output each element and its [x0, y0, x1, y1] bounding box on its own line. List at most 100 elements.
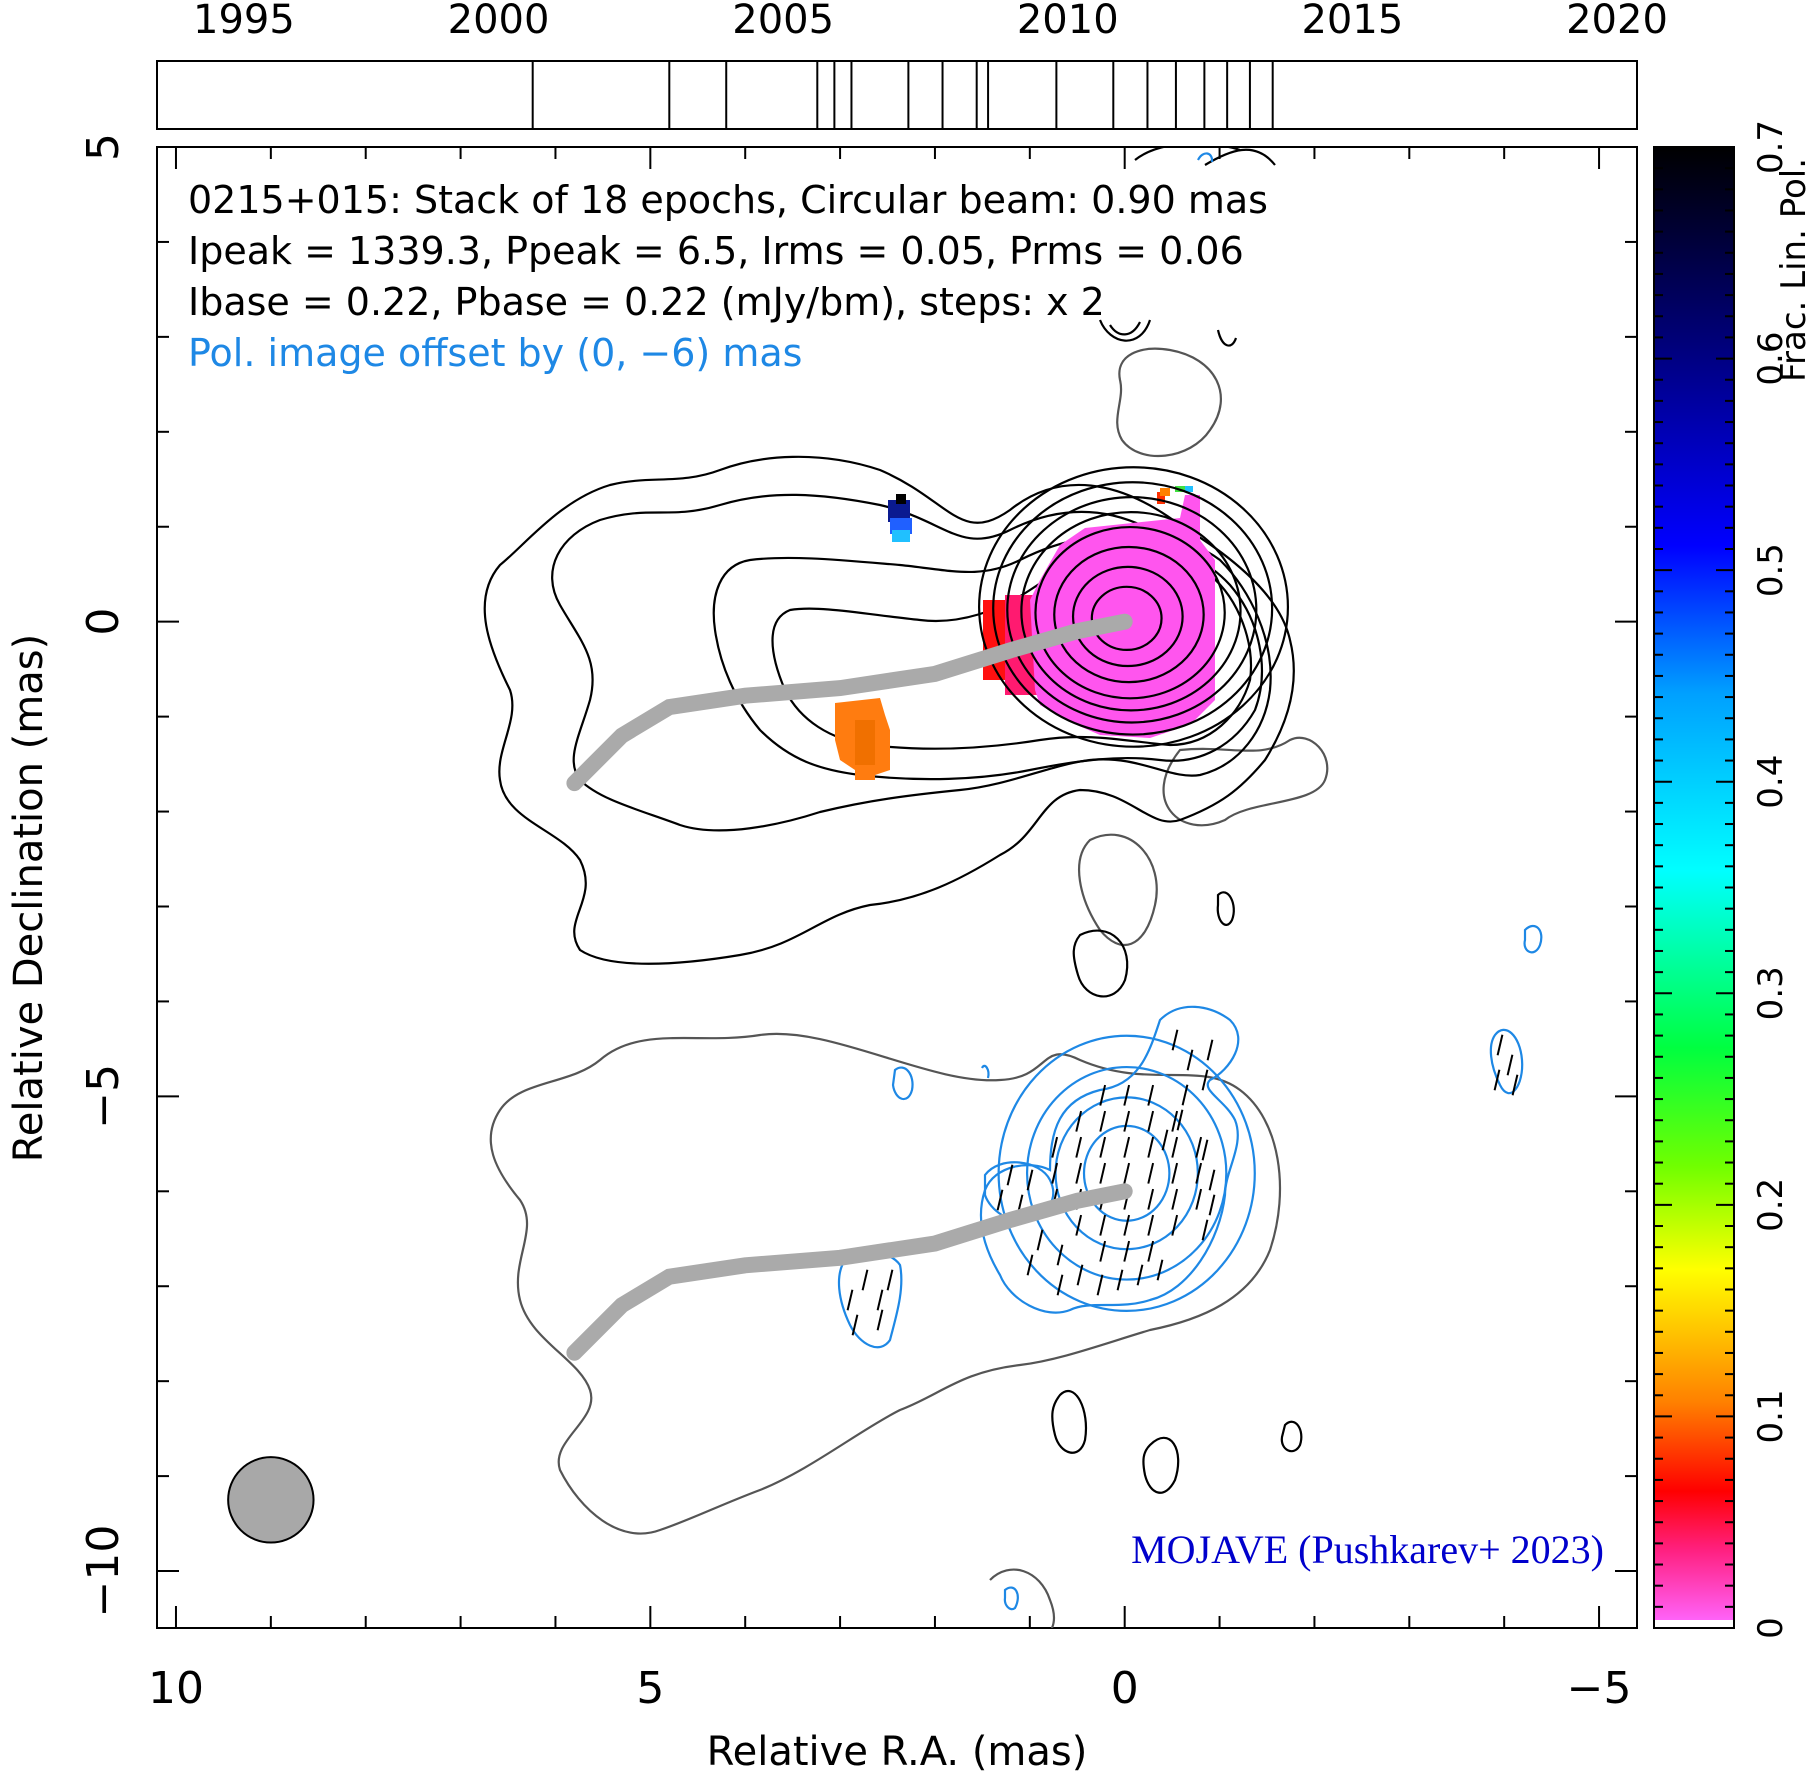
epoch-timeline: 1995 2000 2005 2010 2015 2020 [156, 0, 1668, 130]
evpa-stick [1123, 1240, 1131, 1262]
evpa-stick [886, 1269, 894, 1291]
contour-small-oval [1216, 891, 1235, 926]
header-line-1: 0215+015: Stack of 18 epochs, Circular b… [188, 178, 1268, 222]
contour-beam-blob-1 [1051, 1389, 1088, 1454]
contour-level-1 [483, 455, 1295, 965]
evpa-stick [1201, 1139, 1209, 1161]
y-axis-label: Relative Declination (mas) [6, 634, 52, 1162]
evpa-stick [1208, 1194, 1216, 1216]
header-line-2: Ipeak = 1339.3, Ppeak = 6.5, Irms = 0.05… [188, 229, 1244, 273]
evpa-stick [876, 1309, 884, 1331]
evpa-stick [1099, 1162, 1107, 1184]
evpa-stick [1026, 1169, 1034, 1191]
evpa-stick [1171, 1188, 1179, 1210]
pol-contour-top-edge [1197, 152, 1214, 163]
core-contour-ring [1053, 545, 1205, 684]
evpa-stick [1171, 1136, 1179, 1158]
evpa-stick [1181, 1084, 1189, 1106]
contour-top-hook [1216, 329, 1238, 347]
evpa-stick [1123, 1110, 1131, 1132]
evpa-stick [1147, 1162, 1155, 1184]
colorbar-ramp [1654, 147, 1734, 1624]
evpa-stick [1195, 1188, 1203, 1210]
pol-contour-outer [979, 1005, 1240, 1314]
evpa-stick [1156, 1259, 1164, 1281]
evpa-stick [1123, 1136, 1131, 1158]
evpa-stick [1195, 1136, 1203, 1158]
x-tick-label: −5 [1567, 1663, 1632, 1714]
header-line-3: Ibase = 0.22, Pbase = 0.22 (mJy/bm), ste… [188, 280, 1105, 324]
timeline-year-label: 2015 [1301, 0, 1403, 43]
evpa-stick [1171, 1162, 1179, 1184]
evpa-stick [1123, 1214, 1131, 1236]
evpa-sticks [846, 1029, 1519, 1336]
fracpol-edge-red [1157, 492, 1165, 504]
evpa-stick [1056, 1244, 1064, 1266]
evpa-stick [996, 1189, 1004, 1211]
evpa-stick [1147, 1188, 1155, 1210]
evpa-stick [1195, 1162, 1203, 1184]
evpa-stick [1147, 1110, 1155, 1132]
total-intensity-contours [483, 455, 1295, 965]
contour-beam-blob-2 [1142, 1436, 1180, 1494]
timeline-year-label: 2005 [732, 0, 834, 43]
outer-gray-contours [489, 347, 1329, 1628]
timeline-year-label: 2000 [448, 0, 550, 43]
polarization-contours [837, 152, 1543, 1611]
evpa-stick [1147, 1136, 1155, 1158]
contour-top-edge-2 [1204, 148, 1276, 166]
pol-contour-tiny-1 [891, 1066, 914, 1101]
core-contour-ring [1034, 525, 1226, 700]
pol-contour-tiny-2 [981, 1064, 990, 1079]
evpa-stick [1096, 1274, 1104, 1296]
evpa-stick [1176, 1109, 1184, 1131]
evpa-stick [1123, 1084, 1131, 1106]
pol-contour-ring [997, 1034, 1256, 1312]
y-tick-label: −10 [78, 1525, 129, 1618]
evpa-stick [1511, 1074, 1519, 1096]
evpa-stick [861, 1269, 869, 1291]
contour-beam-blob-3 [1280, 1420, 1303, 1453]
fracpol-cyan-bottom [892, 530, 910, 542]
colorbar-tick-label: 0.3 [1751, 966, 1791, 1020]
core-contour-ring [1090, 585, 1163, 652]
fracpol-black-dot [896, 494, 906, 504]
beam-ellipse [227, 1456, 315, 1544]
evpa-stick [1099, 1214, 1107, 1236]
evpa-stick [1075, 1162, 1083, 1184]
evpa-stick [1147, 1214, 1155, 1236]
core-contour-ring [992, 481, 1274, 736]
gray-contour-right-lobe [1162, 736, 1329, 827]
colorbar-tick-label: 0.2 [1751, 1178, 1791, 1232]
y-tick-label: −5 [78, 1064, 129, 1129]
evpa-stick [1201, 1219, 1209, 1241]
evpa-stick [1075, 1214, 1083, 1236]
core-contour-ring [1020, 511, 1242, 712]
contour-top-edge [1134, 147, 1241, 161]
evpa-stick [1076, 1264, 1084, 1286]
evpa-stick [1116, 1269, 1124, 1291]
colorbar: 0 0.1 0.2 0.3 0.4 0.5 0.6 0.7 Frac. Lin. Pol. [1653, 120, 1814, 1639]
evpa-stick [1099, 1240, 1107, 1262]
evpa-stick [1171, 1029, 1179, 1051]
evpa-stick [1075, 1110, 1083, 1132]
jet-ridge-line-top [566, 613, 1133, 792]
pol-contour-island [837, 1249, 903, 1349]
evpa-stick [1099, 1110, 1107, 1132]
core-contours [978, 466, 1290, 748]
evpa-stick [1493, 1069, 1501, 1091]
contour-level-2 [551, 493, 1272, 832]
core-contour-ring [1006, 496, 1258, 724]
evpa-stick [1006, 1164, 1014, 1186]
fracpol-edge-orange [1160, 488, 1170, 496]
evpa-stick [1075, 1136, 1083, 1158]
fracpol-orange-shade [855, 720, 875, 765]
jet-ridge-line-pol [566, 1183, 1133, 1361]
evpa-stick [1136, 1264, 1144, 1286]
gray-contour-mid-blob [1078, 833, 1158, 946]
evpa-stick [1099, 1084, 1107, 1106]
evpa-stick [1099, 1136, 1107, 1158]
evpa-stick [1051, 1136, 1059, 1158]
evpa-stick [1147, 1084, 1155, 1106]
